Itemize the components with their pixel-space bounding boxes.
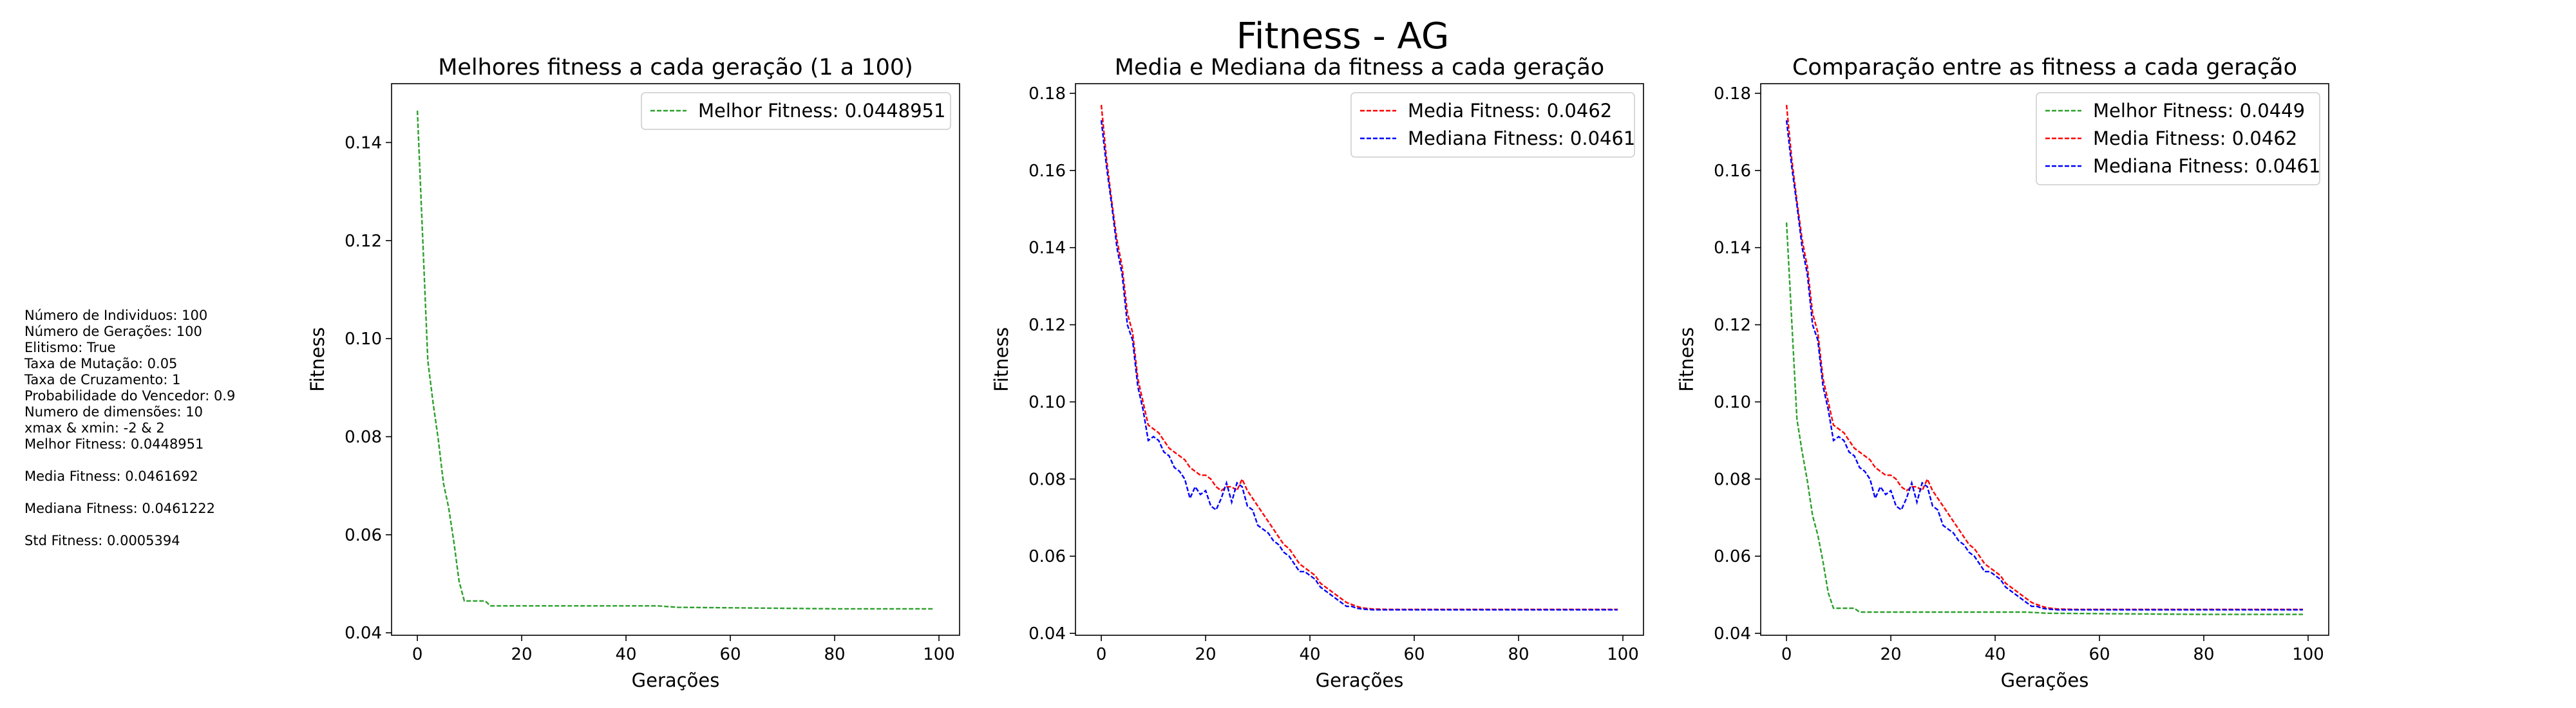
axes-frame <box>391 83 960 636</box>
legend-entry: Melhor Fitness: 0.0449 <box>2093 100 2305 122</box>
y-tick-label: 0.12 <box>1714 316 1751 335</box>
chart-title: Melhores fitness a cada geração (1 a 100… <box>438 55 913 80</box>
legend: Media Fitness: 0.0462 Mediana Fitness: 0.… <box>1350 92 1635 158</box>
y-axis-label: Fitness <box>307 327 328 391</box>
y-tick-label: 0.12 <box>345 232 382 251</box>
parameter-line: Probabilidade do Vencedor: 0.9 <box>24 388 236 404</box>
chart-melhores-fitness: Melhores fitness a cada geração (1 a 100… <box>307 55 960 691</box>
legend-box <box>2036 92 2320 185</box>
y-tick-label: 0.06 <box>1028 547 1066 566</box>
legend-box <box>641 92 951 130</box>
y-tick-label: 0.04 <box>1714 624 1751 644</box>
parameter-line: Numero de dimensões: 10 <box>24 404 203 420</box>
legend: Melhor Fitness: 0.0448951 <box>641 92 951 130</box>
x-axis-label: Gerações <box>1316 669 1404 691</box>
series-line-mediana <box>1100 120 1618 611</box>
chart-media-mediana: Media e Mediana da fitness a cada geraçã… <box>990 55 1644 691</box>
x-tick-label: 20 <box>1195 645 1217 664</box>
parameter-line: Melhor Fitness: 0.0448951 <box>24 436 204 452</box>
y-tick-label: 0.08 <box>345 427 382 447</box>
series-line-melhor <box>1785 222 2303 615</box>
x-tick-label: 40 <box>616 645 637 664</box>
series-line-melhor <box>416 110 934 610</box>
x-tick-label: 0 <box>412 645 423 664</box>
x-tick-label: 0 <box>1781 645 1792 664</box>
y-tick-label: 0.06 <box>345 526 382 545</box>
parameter-spacer <box>24 517 235 533</box>
figure-title: Fitness - AG <box>1236 15 1449 57</box>
x-tick-label: 80 <box>2193 645 2214 664</box>
y-tick-label: 0.14 <box>1028 239 1066 258</box>
legend-entry: Mediana Fitness: 0.0461 <box>2093 155 2320 177</box>
x-tick-label: 0 <box>1096 645 1107 664</box>
parameter-line: Taxa de Mutação: 0.05 <box>24 356 178 371</box>
x-tick-label: 60 <box>2088 645 2110 664</box>
y-tick-label: 0.16 <box>1714 162 1751 181</box>
x-tick-label: 60 <box>719 645 741 664</box>
y-tick-label: 0.08 <box>1028 470 1066 489</box>
legend-entry: Media Fitness: 0.0462 <box>2093 127 2297 149</box>
x-axis-label: Gerações <box>2001 669 2089 691</box>
x-tick-label: 20 <box>1880 645 1902 664</box>
y-tick-label: 0.14 <box>1714 239 1751 258</box>
x-tick-label: 20 <box>511 645 533 664</box>
series-line-media <box>1785 104 2303 610</box>
series-line-media <box>1100 104 1618 610</box>
axes-frame <box>1075 83 1644 636</box>
y-tick-label: 0.10 <box>1028 393 1066 412</box>
y-tick-label: 0.06 <box>1714 547 1751 566</box>
y-tick-label: 0.10 <box>345 330 382 349</box>
x-tick-label: 60 <box>1403 645 1425 664</box>
parameter-line: Media Fitness: 0.0461692 <box>24 469 198 484</box>
x-axis-label: Gerações <box>632 669 720 691</box>
y-tick-label: 0.08 <box>1714 470 1751 489</box>
legend: Melhor Fitness: 0.0449 Media Fitness: 0.0… <box>2036 92 2320 185</box>
parameter-line: Taxa de Cruzamento: 1 <box>24 372 181 387</box>
x-tick-label: 100 <box>1607 645 1639 664</box>
legend-entry: Melhor Fitness: 0.0448951 <box>698 100 945 122</box>
x-tick-label: 80 <box>1508 645 1529 664</box>
y-tick-label: 0.04 <box>1028 624 1066 644</box>
chart-comparacao: Comparação entre as fitness a cada geraç… <box>1676 55 2329 691</box>
parameter-line: Std Fitness: 0.0005394 <box>24 533 180 548</box>
parameters-panel: Número de Individuos: 100 Número de Geraç… <box>24 308 235 549</box>
legend-entry: Media Fitness: 0.0462 <box>1408 100 1612 122</box>
parameter-line: Elitismo: True <box>24 340 116 355</box>
axes-frame <box>1760 83 2329 636</box>
chart-title: Comparação entre as fitness a cada geraç… <box>1792 55 2297 80</box>
parameter-spacer <box>24 452 235 469</box>
parameter-line: Número de Gerações: 100 <box>24 324 202 339</box>
y-tick-label: 0.16 <box>1028 162 1066 181</box>
parameter-line: xmax & xmin: -2 & 2 <box>24 420 165 436</box>
y-tick-label: 0.10 <box>1714 393 1751 412</box>
x-tick-label: 100 <box>2292 645 2324 664</box>
y-axis-label: Fitness <box>1676 327 1698 391</box>
parameter-line: Número de Individuos: 100 <box>24 308 208 323</box>
x-tick-label: 40 <box>1985 645 2006 664</box>
y-tick-label: 0.14 <box>345 133 382 153</box>
chart-title: Media e Mediana da fitness a cada geraçã… <box>1115 55 1604 80</box>
x-tick-label: 80 <box>824 645 845 664</box>
legend-entry: Mediana Fitness: 0.0461 <box>1408 127 1635 149</box>
y-tick-label: 0.18 <box>1028 84 1066 104</box>
y-tick-label: 0.18 <box>1714 84 1751 104</box>
y-tick-label: 0.12 <box>1028 316 1066 335</box>
parameter-spacer <box>24 485 235 501</box>
y-tick-label: 0.04 <box>345 624 382 643</box>
x-tick-label: 40 <box>1300 645 1321 664</box>
y-axis-label: Fitness <box>990 327 1012 391</box>
parameter-line: Mediana Fitness: 0.0461222 <box>24 501 215 516</box>
x-tick-label: 100 <box>923 645 955 664</box>
legend-box <box>1350 92 1635 158</box>
series-line-mediana <box>1785 120 2303 611</box>
